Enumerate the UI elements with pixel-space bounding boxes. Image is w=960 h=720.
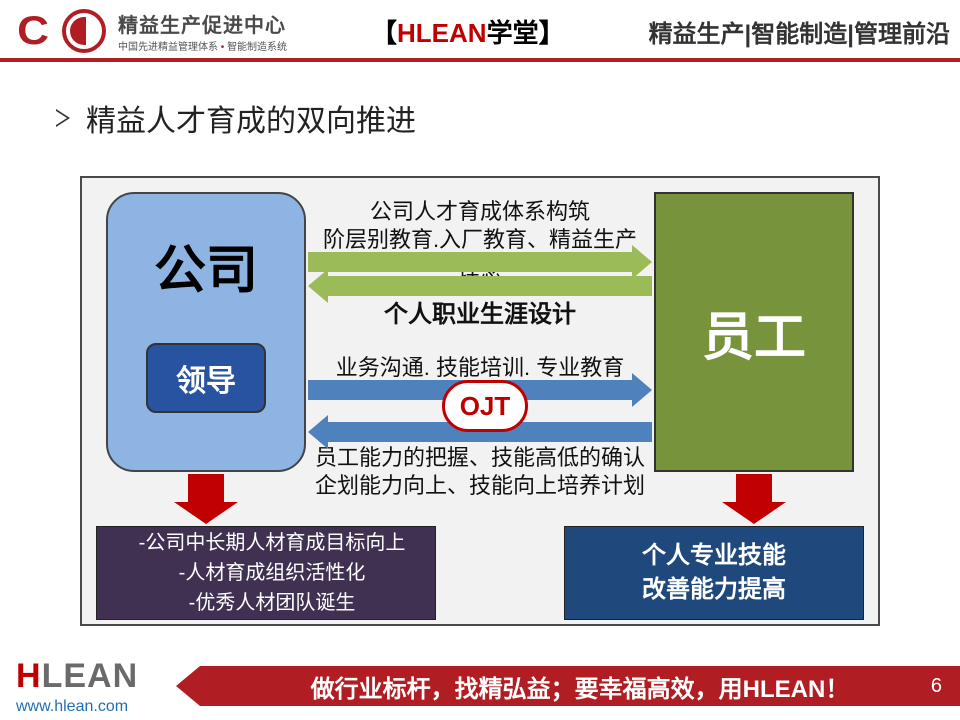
outcome-employee-line2: 改善能力提高 bbox=[642, 573, 786, 607]
logo-group: 精益生产促进中心 中国先进精益管理体系 • 智能制造系统 bbox=[10, 8, 287, 54]
arrow-green-right-icon bbox=[308, 252, 652, 272]
slide-title: 精益人才育成的双向推进 bbox=[56, 96, 416, 140]
outcome-company-line3: -优秀人材团队诞生 bbox=[189, 588, 356, 618]
footer-slogan-bar: 做行业标杆，找精弘益；要幸福高效，用HLEAN！ bbox=[200, 666, 960, 706]
company-box: 公司 领导 bbox=[106, 192, 306, 472]
org-name: 精益生产促进中心 bbox=[118, 9, 287, 38]
logo-text: 精益生产促进中心 中国先进精益管理体系 • 智能制造系统 bbox=[118, 9, 287, 53]
outcome-employee-line1: 个人专业技能 bbox=[642, 539, 786, 573]
leader-box: 领导 bbox=[146, 343, 266, 413]
header-bar: 精益生产促进中心 中国先进精益管理体系 • 智能制造系统 【HLEAN学堂】 精… bbox=[0, 0, 960, 62]
outcome-company-line2: -人材育成组织活性化 bbox=[179, 558, 366, 588]
header-brand: 【HLEAN学堂】 bbox=[287, 13, 649, 50]
footer-logo: HLEAN bbox=[16, 657, 138, 696]
center-line-7: 企划能力向上、技能向上培养计划 bbox=[312, 468, 648, 500]
company-label: 公司 bbox=[154, 228, 258, 303]
down-arrow-right-icon bbox=[722, 474, 786, 524]
slide-title-text: 精益人才育成的双向推进 bbox=[86, 96, 416, 140]
employee-box: 员工 bbox=[654, 192, 854, 472]
ojt-badge: OJT bbox=[442, 380, 528, 432]
center-line-4: 业务沟通. 技能培训. 专业教育 bbox=[312, 350, 648, 382]
center-line-3: 个人职业生涯设计 bbox=[312, 294, 648, 329]
chevron-right-icon bbox=[56, 109, 70, 127]
diagram-frame: 公司 领导 员工 公司人才育成体系构筑 阶层别教育.入厂教育、精益生产理念 个人… bbox=[80, 176, 880, 626]
outcome-company-line1: -公司中长期人材育成目标向上 bbox=[139, 528, 406, 558]
footer-slogan: 做行业标杆，找精弘益；要幸福高效，用HLEAN！ bbox=[311, 669, 850, 704]
outcome-employee-box: 个人专业技能 改善能力提高 bbox=[564, 526, 864, 620]
down-arrow-left-icon bbox=[174, 474, 238, 524]
page-number: 6 bbox=[931, 675, 942, 698]
footer-url: www.hlean.com bbox=[16, 698, 128, 716]
header-tagline: 精益生产|智能制造|管理前沿 bbox=[649, 14, 950, 49]
org-subtitle: 中国先进精益管理体系 • 智能制造系统 bbox=[118, 38, 287, 53]
logo-c-icon bbox=[10, 8, 56, 54]
outcome-company-box: -公司中长期人材育成目标向上 -人材育成组织活性化 -优秀人材团队诞生 bbox=[96, 526, 436, 620]
arrow-green-left-icon bbox=[308, 276, 652, 296]
footer: HLEAN www.hlean.com 做行业标杆，找精弘益；要幸福高效，用HL… bbox=[0, 648, 960, 720]
logo-circle-icon bbox=[62, 9, 106, 53]
